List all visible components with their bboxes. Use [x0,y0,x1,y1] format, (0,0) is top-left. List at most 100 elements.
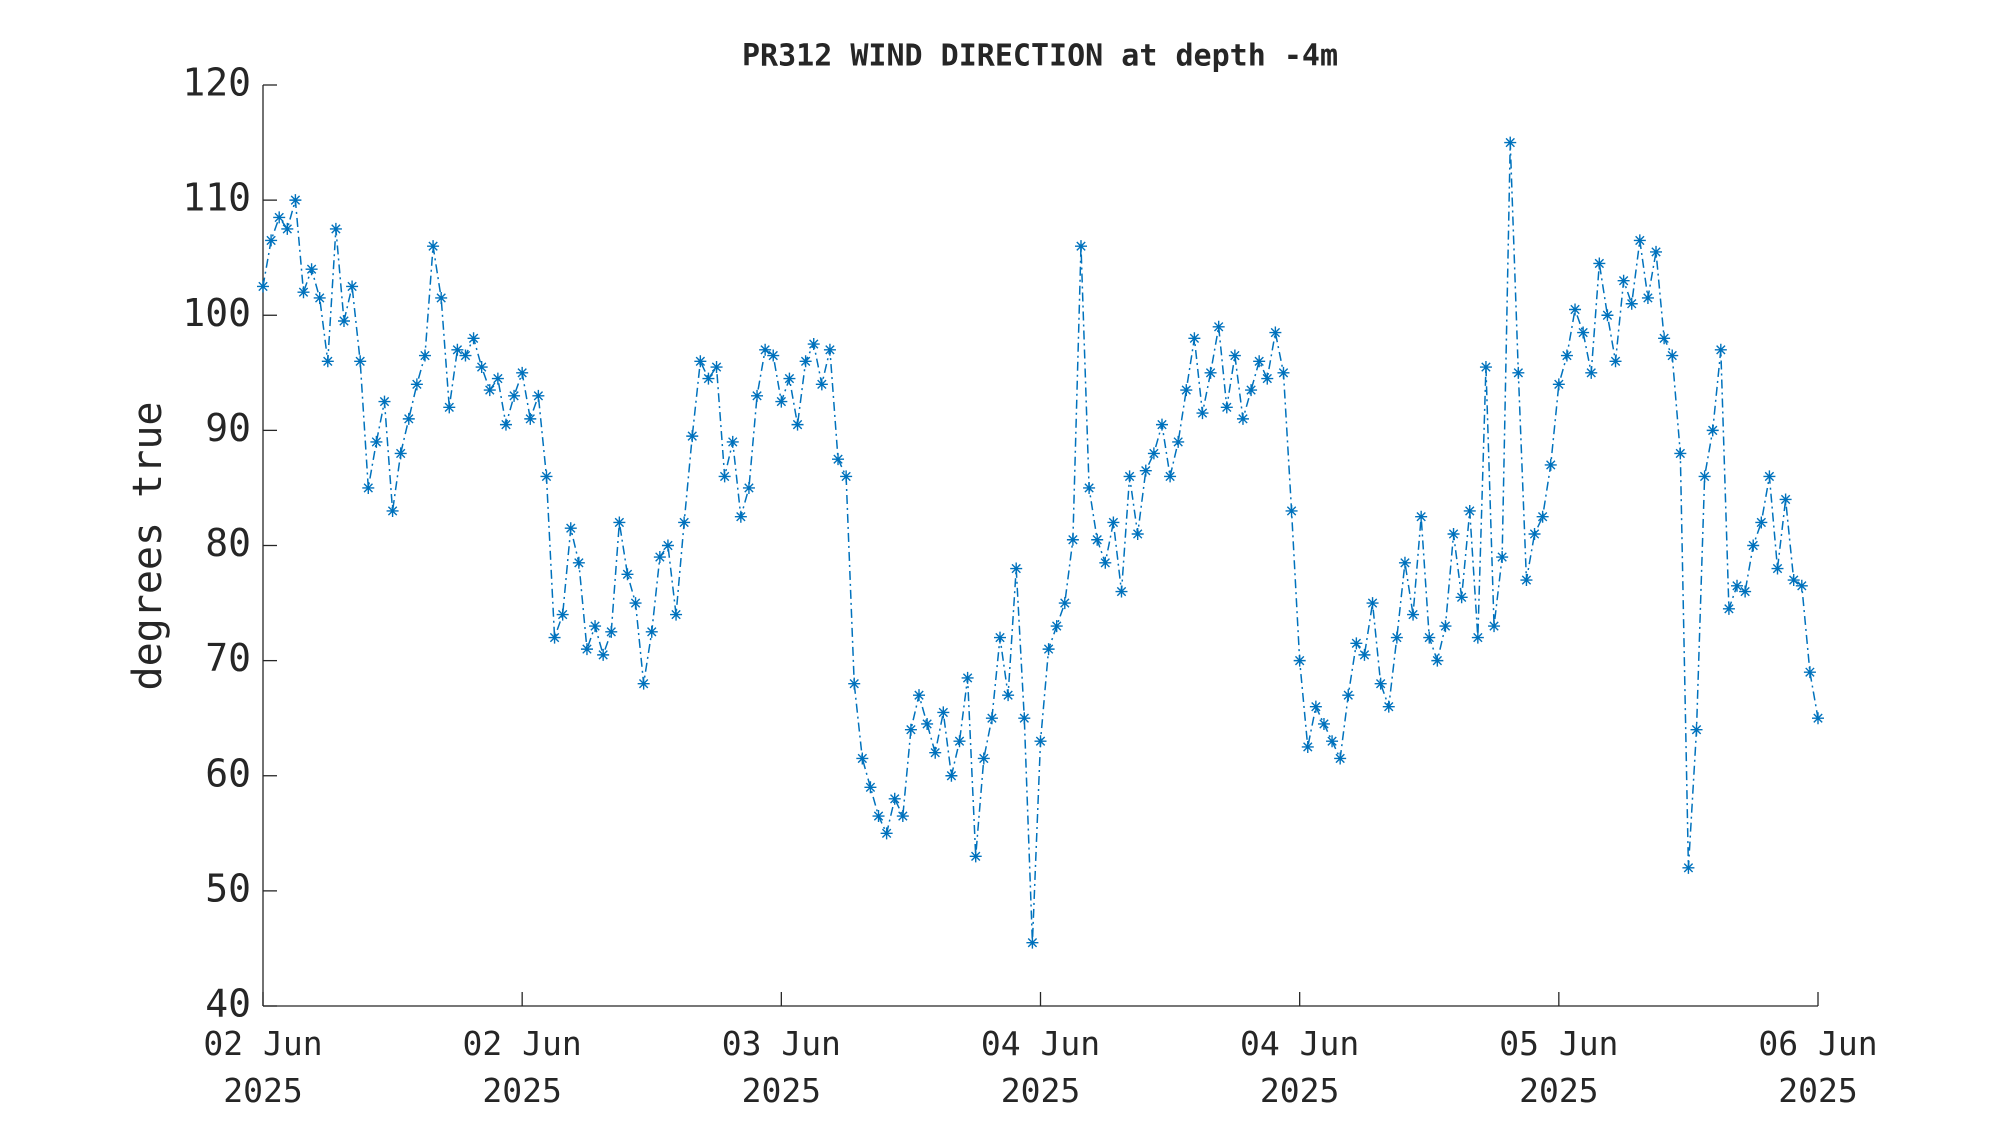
marker [524,412,537,425]
marker [783,372,796,385]
marker [1536,510,1549,523]
marker [1285,504,1298,517]
x-tick-label: 05 Jun 2025 [1499,1024,1619,1110]
marker [605,625,618,638]
marker [1228,349,1241,362]
marker [1593,257,1606,270]
marker [1390,631,1403,644]
marker [564,522,577,535]
marker [1261,372,1274,385]
marker [1277,366,1290,379]
marker [904,723,917,736]
marker [1463,504,1476,517]
marker [1083,481,1096,494]
marker [378,395,391,408]
marker [1447,527,1460,540]
marker [791,418,804,431]
marker [499,418,512,431]
y-tick-label: 100 [182,291,251,335]
marker [1544,458,1557,471]
marker [362,481,375,494]
y-tick-label: 80 [205,521,251,565]
marker [516,366,529,379]
marker [1050,620,1063,633]
marker [1674,447,1687,460]
marker [653,551,666,564]
marker [1747,539,1760,552]
marker [1488,620,1501,633]
marker [1074,240,1087,253]
marker [880,827,893,840]
marker [1115,585,1128,598]
marker [1512,366,1525,379]
marker [848,677,861,690]
marker [1528,527,1541,540]
y-tick-label: 120 [182,61,251,105]
marker [1326,735,1339,748]
marker [329,222,342,235]
marker [370,435,383,448]
marker [1722,602,1735,615]
x-tick-label: 04 Jun 2025 [1240,1024,1360,1110]
marker [1609,355,1622,368]
marker [702,372,715,385]
marker [1350,637,1363,650]
marker [1018,712,1031,725]
marker [1058,597,1071,610]
marker [1317,717,1330,730]
marker [1139,464,1152,477]
marker [985,712,998,725]
marker [394,447,407,460]
marker [451,343,464,356]
marker [1431,654,1444,667]
marker [1625,297,1638,310]
marker [1269,326,1282,339]
marker [418,349,431,362]
marker [410,378,423,391]
marker [807,338,820,351]
marker [726,435,739,448]
marker [945,769,958,782]
marker [572,556,585,569]
marker [1155,418,1168,431]
marker [1204,366,1217,379]
marker [832,453,845,466]
marker [1423,631,1436,644]
marker [1042,643,1055,656]
y-tick-label: 70 [205,636,251,680]
marker [694,355,707,368]
marker [1731,579,1744,592]
marker [1342,689,1355,702]
marker [1123,470,1136,483]
marker [1358,648,1371,661]
y-axis-label: degrees true [125,402,171,691]
marker [1666,349,1679,362]
marker [1585,366,1598,379]
marker [1714,343,1727,356]
marker [872,810,885,823]
marker [1147,447,1160,460]
marker [686,430,699,443]
marker [815,378,828,391]
marker [297,286,310,299]
marker [580,643,593,656]
marker [1407,608,1420,621]
marker [921,717,934,730]
marker [864,781,877,794]
marker [1010,562,1023,575]
marker [1812,712,1824,725]
x-tick-label: 06 Jun 2025 [1758,1024,1878,1110]
marker [629,597,642,610]
marker [1577,326,1590,339]
marker [1196,407,1209,420]
y-tick-label: 50 [205,866,251,910]
marker [281,222,294,235]
marker [1066,533,1079,546]
marker [1601,309,1614,322]
marker [1552,378,1565,391]
marker [1795,579,1808,592]
marker [775,395,788,408]
marker [313,291,326,304]
marker [799,355,812,368]
marker [589,620,602,633]
